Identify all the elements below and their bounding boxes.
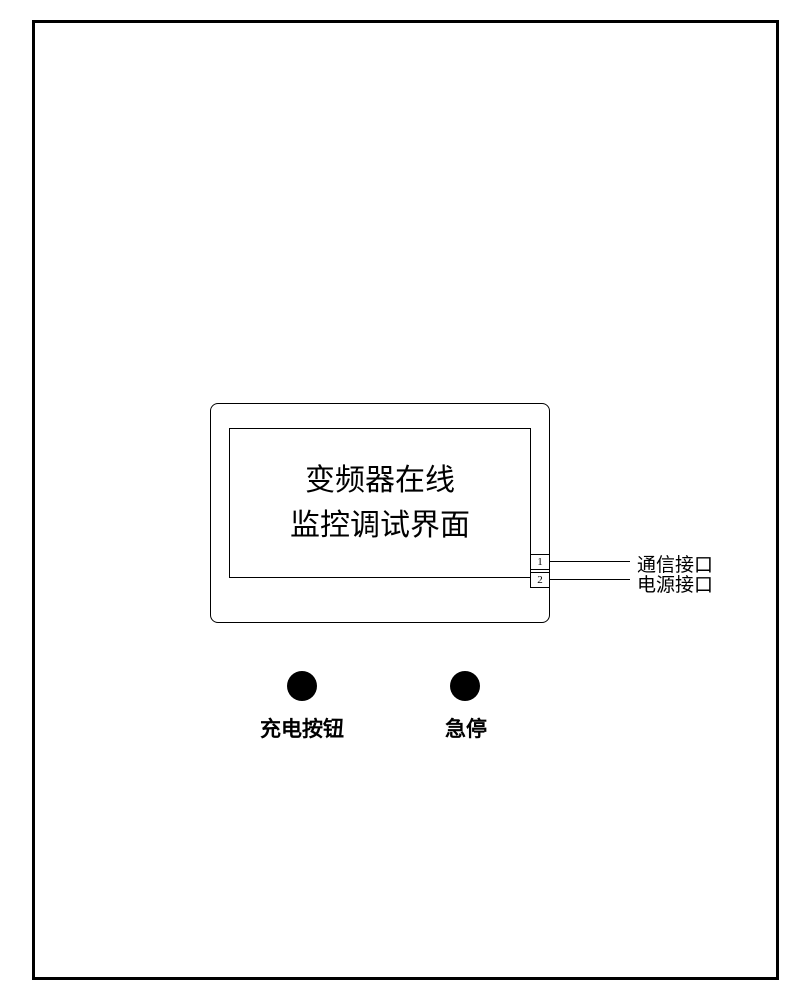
port-2-number: 2 [537,574,543,586]
display-unit: 变频器在线 监控调试界面 1 2 [210,403,550,623]
port-2: 2 [530,572,550,588]
screen-text-line1: 变频器在线 [305,464,455,497]
charge-button-icon [287,671,317,701]
display-screen: 变频器在线 监控调试界面 [229,428,531,578]
screen-text: 变频器在线 监控调试界面 [290,458,470,548]
port-label-power: 电源接口 [637,570,713,597]
estop-button-icon [450,671,480,701]
outer-frame: 变频器在线 监控调试界面 1 2 通信接口 电源接口 充电按钮 急停 [32,20,779,980]
lead-line-comm [550,561,630,562]
screen-text-line2: 监控调试界面 [290,509,470,542]
port-1: 1 [530,554,550,570]
port-1-number: 1 [537,556,543,568]
estop-button-label: 急停 [445,713,487,743]
lead-line-power [550,579,630,580]
charge-button-label: 充电按钮 [260,713,344,743]
